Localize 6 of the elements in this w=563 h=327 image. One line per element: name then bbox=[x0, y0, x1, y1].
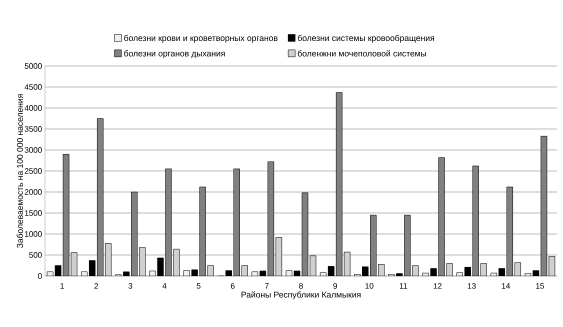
legend-label: болезни крови и кроветворных органов bbox=[124, 34, 278, 43]
legend-label: болезни системы кровообращения bbox=[298, 34, 434, 43]
legend-label: боленжни мочеполовой системы bbox=[298, 50, 426, 56]
legend-label: болезни органов дыхания bbox=[124, 50, 225, 58]
x-axis-title: Районы Республики Калмыкия bbox=[242, 291, 361, 300]
y-axis-title: Заболеваемость на 100 000 населения bbox=[16, 94, 23, 248]
